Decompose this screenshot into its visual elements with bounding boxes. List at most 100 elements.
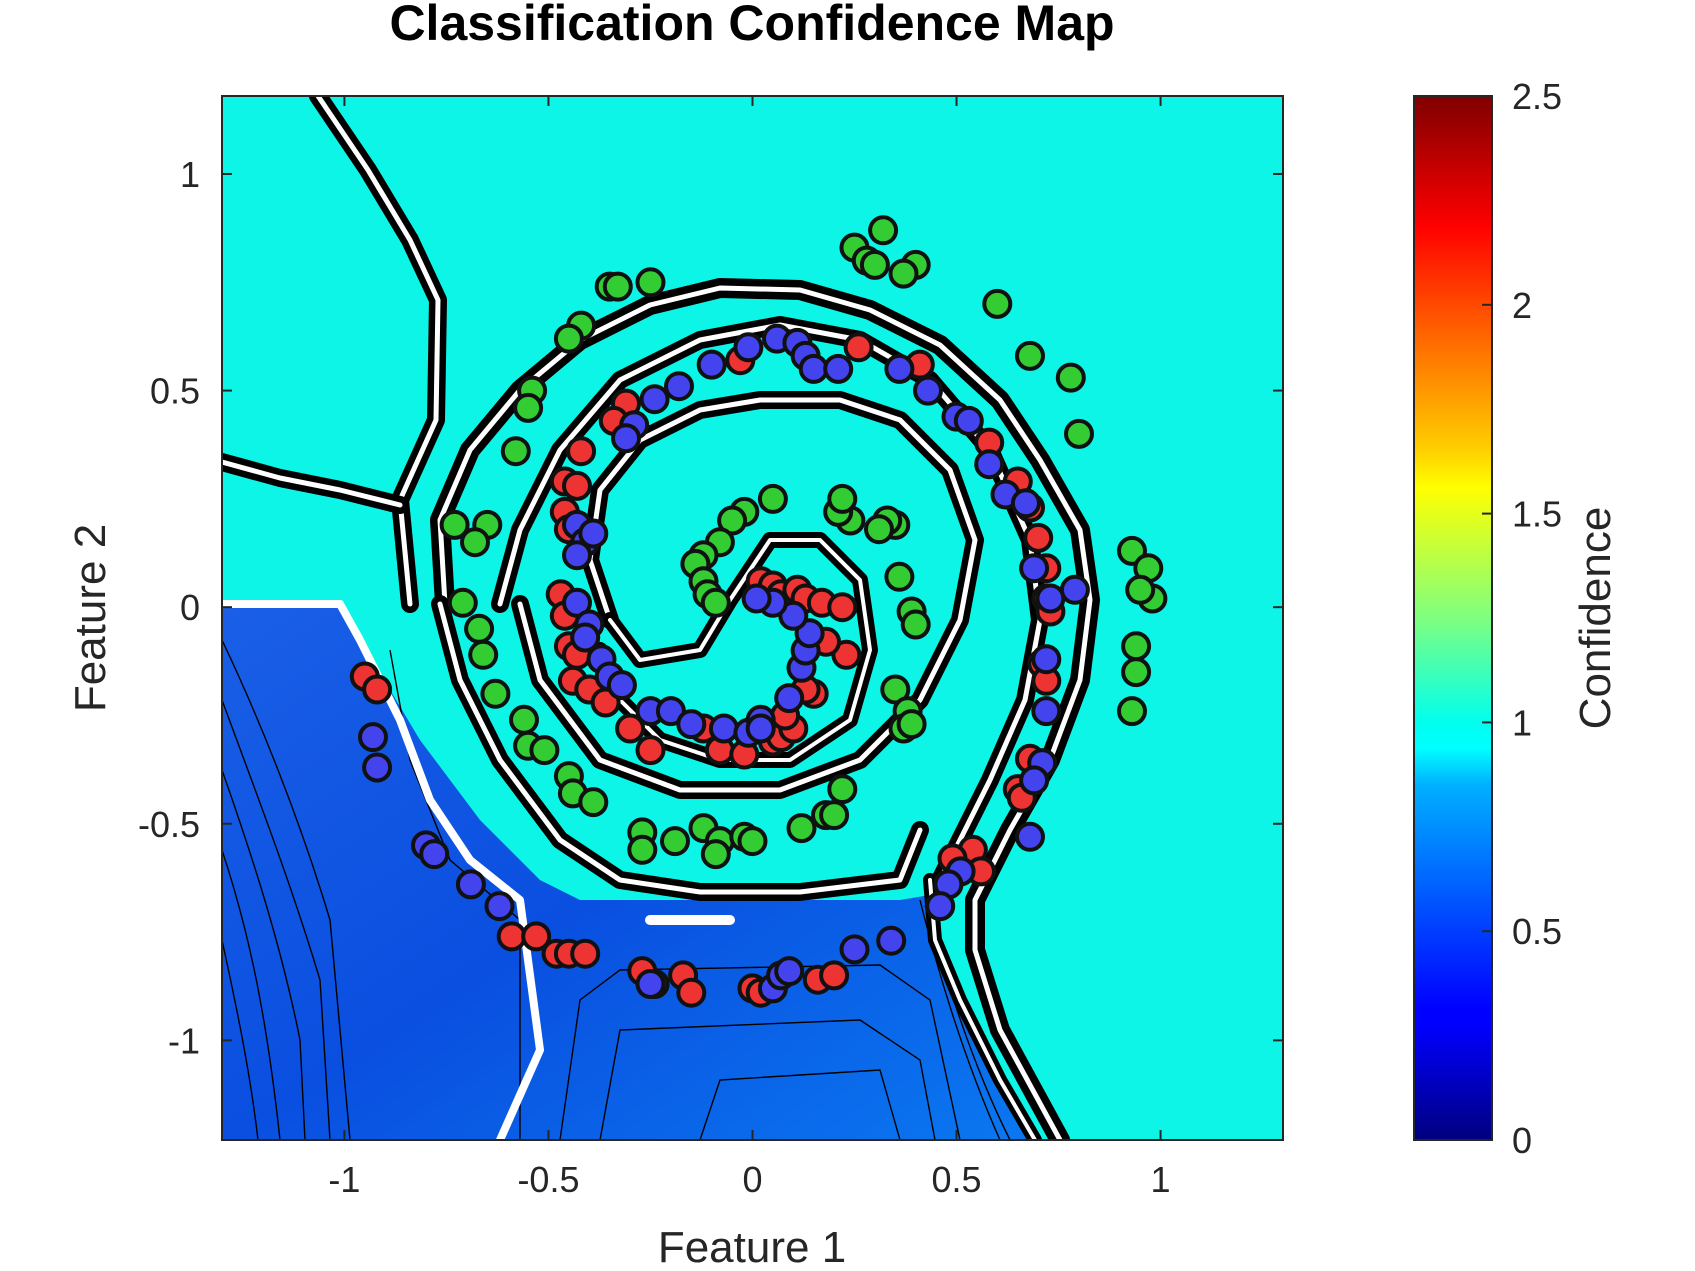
colorbar-frame	[1413, 95, 1493, 1141]
data-point	[362, 752, 393, 783]
data-point	[553, 323, 584, 354]
data-point	[888, 258, 919, 289]
colorbar-tick-label: 1	[1512, 702, 1532, 743]
data-point	[868, 215, 899, 246]
colorbar-tick-label: 0	[1512, 1120, 1532, 1161]
data-point	[1019, 765, 1050, 796]
data-point	[843, 332, 874, 363]
colorbar-tick-label: 0.5	[1512, 911, 1562, 952]
data-point	[827, 592, 858, 623]
data-point	[864, 514, 894, 545]
plot-area	[221, 95, 1284, 1141]
data-point	[1055, 362, 1086, 393]
data-point	[635, 969, 666, 999]
data-point	[447, 587, 478, 618]
data-point	[819, 800, 850, 831]
data-point	[676, 709, 707, 740]
data-point	[529, 735, 560, 766]
x-tick-label: 0	[742, 1159, 762, 1200]
data-point	[562, 540, 592, 571]
data-point	[819, 960, 850, 991]
data-point	[786, 813, 817, 844]
data-point	[774, 683, 805, 714]
data-point	[982, 288, 1013, 319]
data-point	[974, 449, 1005, 480]
data-point	[570, 938, 601, 969]
y-axis: 1 0.5 0 -0.5 -1	[138, 154, 1283, 1061]
colorbar-ticks: 2.5 2 1.5 1 0.5 0	[1482, 76, 1562, 1161]
data-point	[509, 704, 539, 735]
data-point	[737, 826, 768, 857]
data-point	[884, 353, 915, 384]
data-point	[468, 639, 499, 670]
colorbar-tick-label: 2.5	[1512, 76, 1562, 117]
data-point	[1015, 340, 1045, 371]
colorbar-label: Confidence	[1571, 507, 1620, 730]
y-tick-label: -1	[168, 1020, 200, 1061]
data-point	[859, 249, 890, 280]
data-point	[1121, 657, 1152, 688]
x-tick-label: -1	[328, 1159, 360, 1200]
data-point	[562, 587, 592, 618]
data-point	[496, 921, 527, 952]
data-point	[696, 349, 727, 380]
colorbar: 2.5 2 1.5 1 0.5 0 Confidence	[1413, 76, 1620, 1161]
data-point	[464, 613, 495, 644]
contour-layer	[222, 96, 1100, 1140]
data-point	[419, 839, 450, 870]
data-point	[480, 678, 511, 709]
data-point	[578, 518, 609, 549]
data-point	[733, 332, 764, 363]
data-point	[639, 384, 670, 415]
low-confidence-region	[222, 604, 1040, 1140]
data-point	[602, 271, 633, 302]
y-tick-label: 0.5	[150, 371, 200, 412]
data-point	[745, 713, 776, 744]
y-axis-label: Feature 2	[66, 524, 115, 712]
colorbar-tick-label: 1.5	[1512, 494, 1562, 535]
data-point	[1031, 644, 1062, 675]
data-point	[611, 423, 641, 454]
data-point	[884, 561, 915, 592]
y-tick-label: 0	[180, 587, 200, 628]
x-tick-label: -0.5	[517, 1159, 579, 1200]
data-point	[362, 674, 393, 705]
data-point	[676, 977, 707, 1008]
data-point	[635, 267, 666, 298]
data-point	[925, 891, 956, 922]
data-point	[827, 483, 858, 514]
data-point	[708, 713, 739, 744]
x-axis-label: Feature 1	[658, 1223, 846, 1271]
data-point	[635, 735, 666, 766]
data-point	[880, 674, 911, 705]
data-point	[900, 609, 931, 640]
data-point	[876, 925, 907, 956]
data-point	[774, 956, 805, 987]
data-point	[358, 722, 388, 753]
data-point	[484, 891, 515, 922]
x-tick-label: 0.5	[932, 1159, 982, 1200]
data-point	[1010, 488, 1041, 519]
data-point	[500, 436, 531, 467]
data-point	[578, 787, 609, 818]
data-point	[627, 834, 658, 865]
x-tick-label: 1	[1151, 1159, 1171, 1200]
data-point	[460, 527, 490, 558]
data-point	[1031, 696, 1062, 727]
data-point	[1064, 418, 1094, 449]
data-point	[700, 587, 731, 618]
data-point	[439, 509, 470, 540]
data-point	[566, 436, 597, 467]
data-point	[1059, 574, 1090, 605]
data-point	[562, 470, 592, 501]
data-point	[1125, 574, 1156, 605]
data-point	[823, 353, 854, 384]
data-point	[606, 670, 637, 701]
decision-boundaries	[222, 96, 1100, 1140]
data-point	[896, 709, 927, 740]
data-point	[1019, 553, 1050, 584]
data-point	[1015, 821, 1045, 852]
y-tick-label: 1	[180, 154, 200, 195]
data-point	[570, 622, 601, 653]
